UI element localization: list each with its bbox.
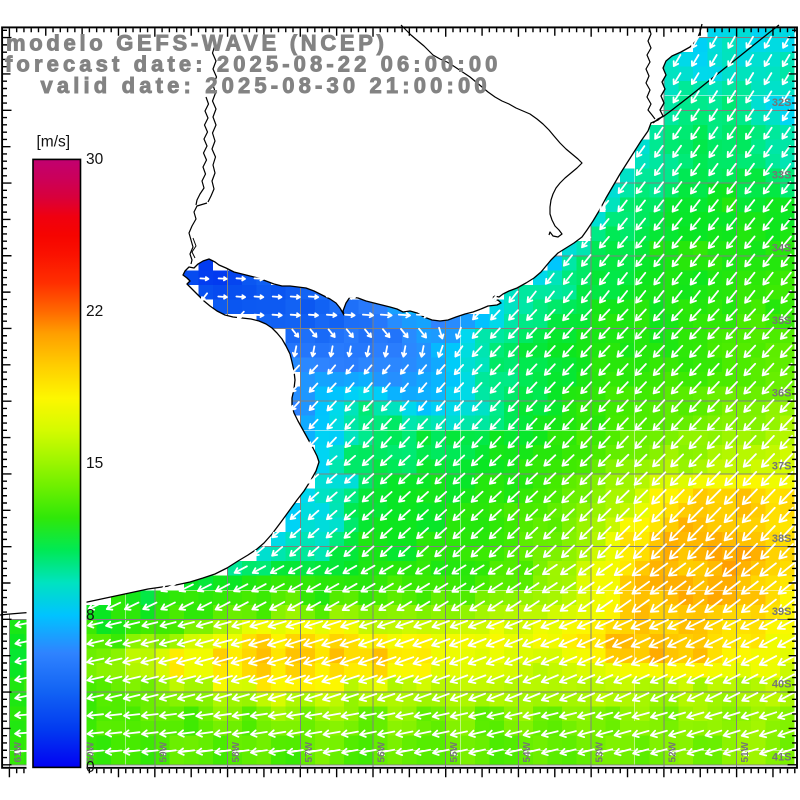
svg-text:33S: 33S — [772, 170, 792, 182]
svg-text:54W: 54W — [522, 741, 533, 762]
svg-text:32S: 32S — [772, 97, 792, 109]
svg-text:15: 15 — [86, 455, 103, 472]
svg-text:52W: 52W — [667, 741, 678, 762]
svg-text:53W: 53W — [595, 741, 606, 762]
svg-text:34S: 34S — [772, 242, 792, 254]
svg-text:41S: 41S — [772, 751, 792, 763]
svg-text:30: 30 — [86, 151, 104, 168]
svg-text:58W: 58W — [231, 741, 242, 762]
svg-text:61W: 61W — [13, 741, 24, 762]
svg-text:valid date: 2025-08-30 21:00:0: valid date: 2025-08-30 21:00:00 — [41, 73, 491, 98]
svg-text:56W: 56W — [377, 741, 388, 762]
svg-text:51W: 51W — [740, 741, 751, 762]
svg-text:59W: 59W — [158, 741, 169, 762]
svg-text:55W: 55W — [449, 741, 460, 762]
svg-text:[m/s]: [m/s] — [37, 134, 71, 151]
svg-text:37S: 37S — [772, 460, 792, 472]
svg-text:22: 22 — [86, 303, 103, 320]
svg-text:8: 8 — [86, 607, 95, 624]
svg-text:36S: 36S — [772, 388, 792, 400]
svg-text:40S: 40S — [772, 679, 792, 691]
svg-text:0: 0 — [86, 759, 95, 776]
svg-text:35S: 35S — [772, 315, 792, 327]
svg-text:38S: 38S — [772, 533, 792, 545]
svg-text:57W: 57W — [304, 741, 315, 762]
svg-text:39S: 39S — [772, 606, 792, 618]
